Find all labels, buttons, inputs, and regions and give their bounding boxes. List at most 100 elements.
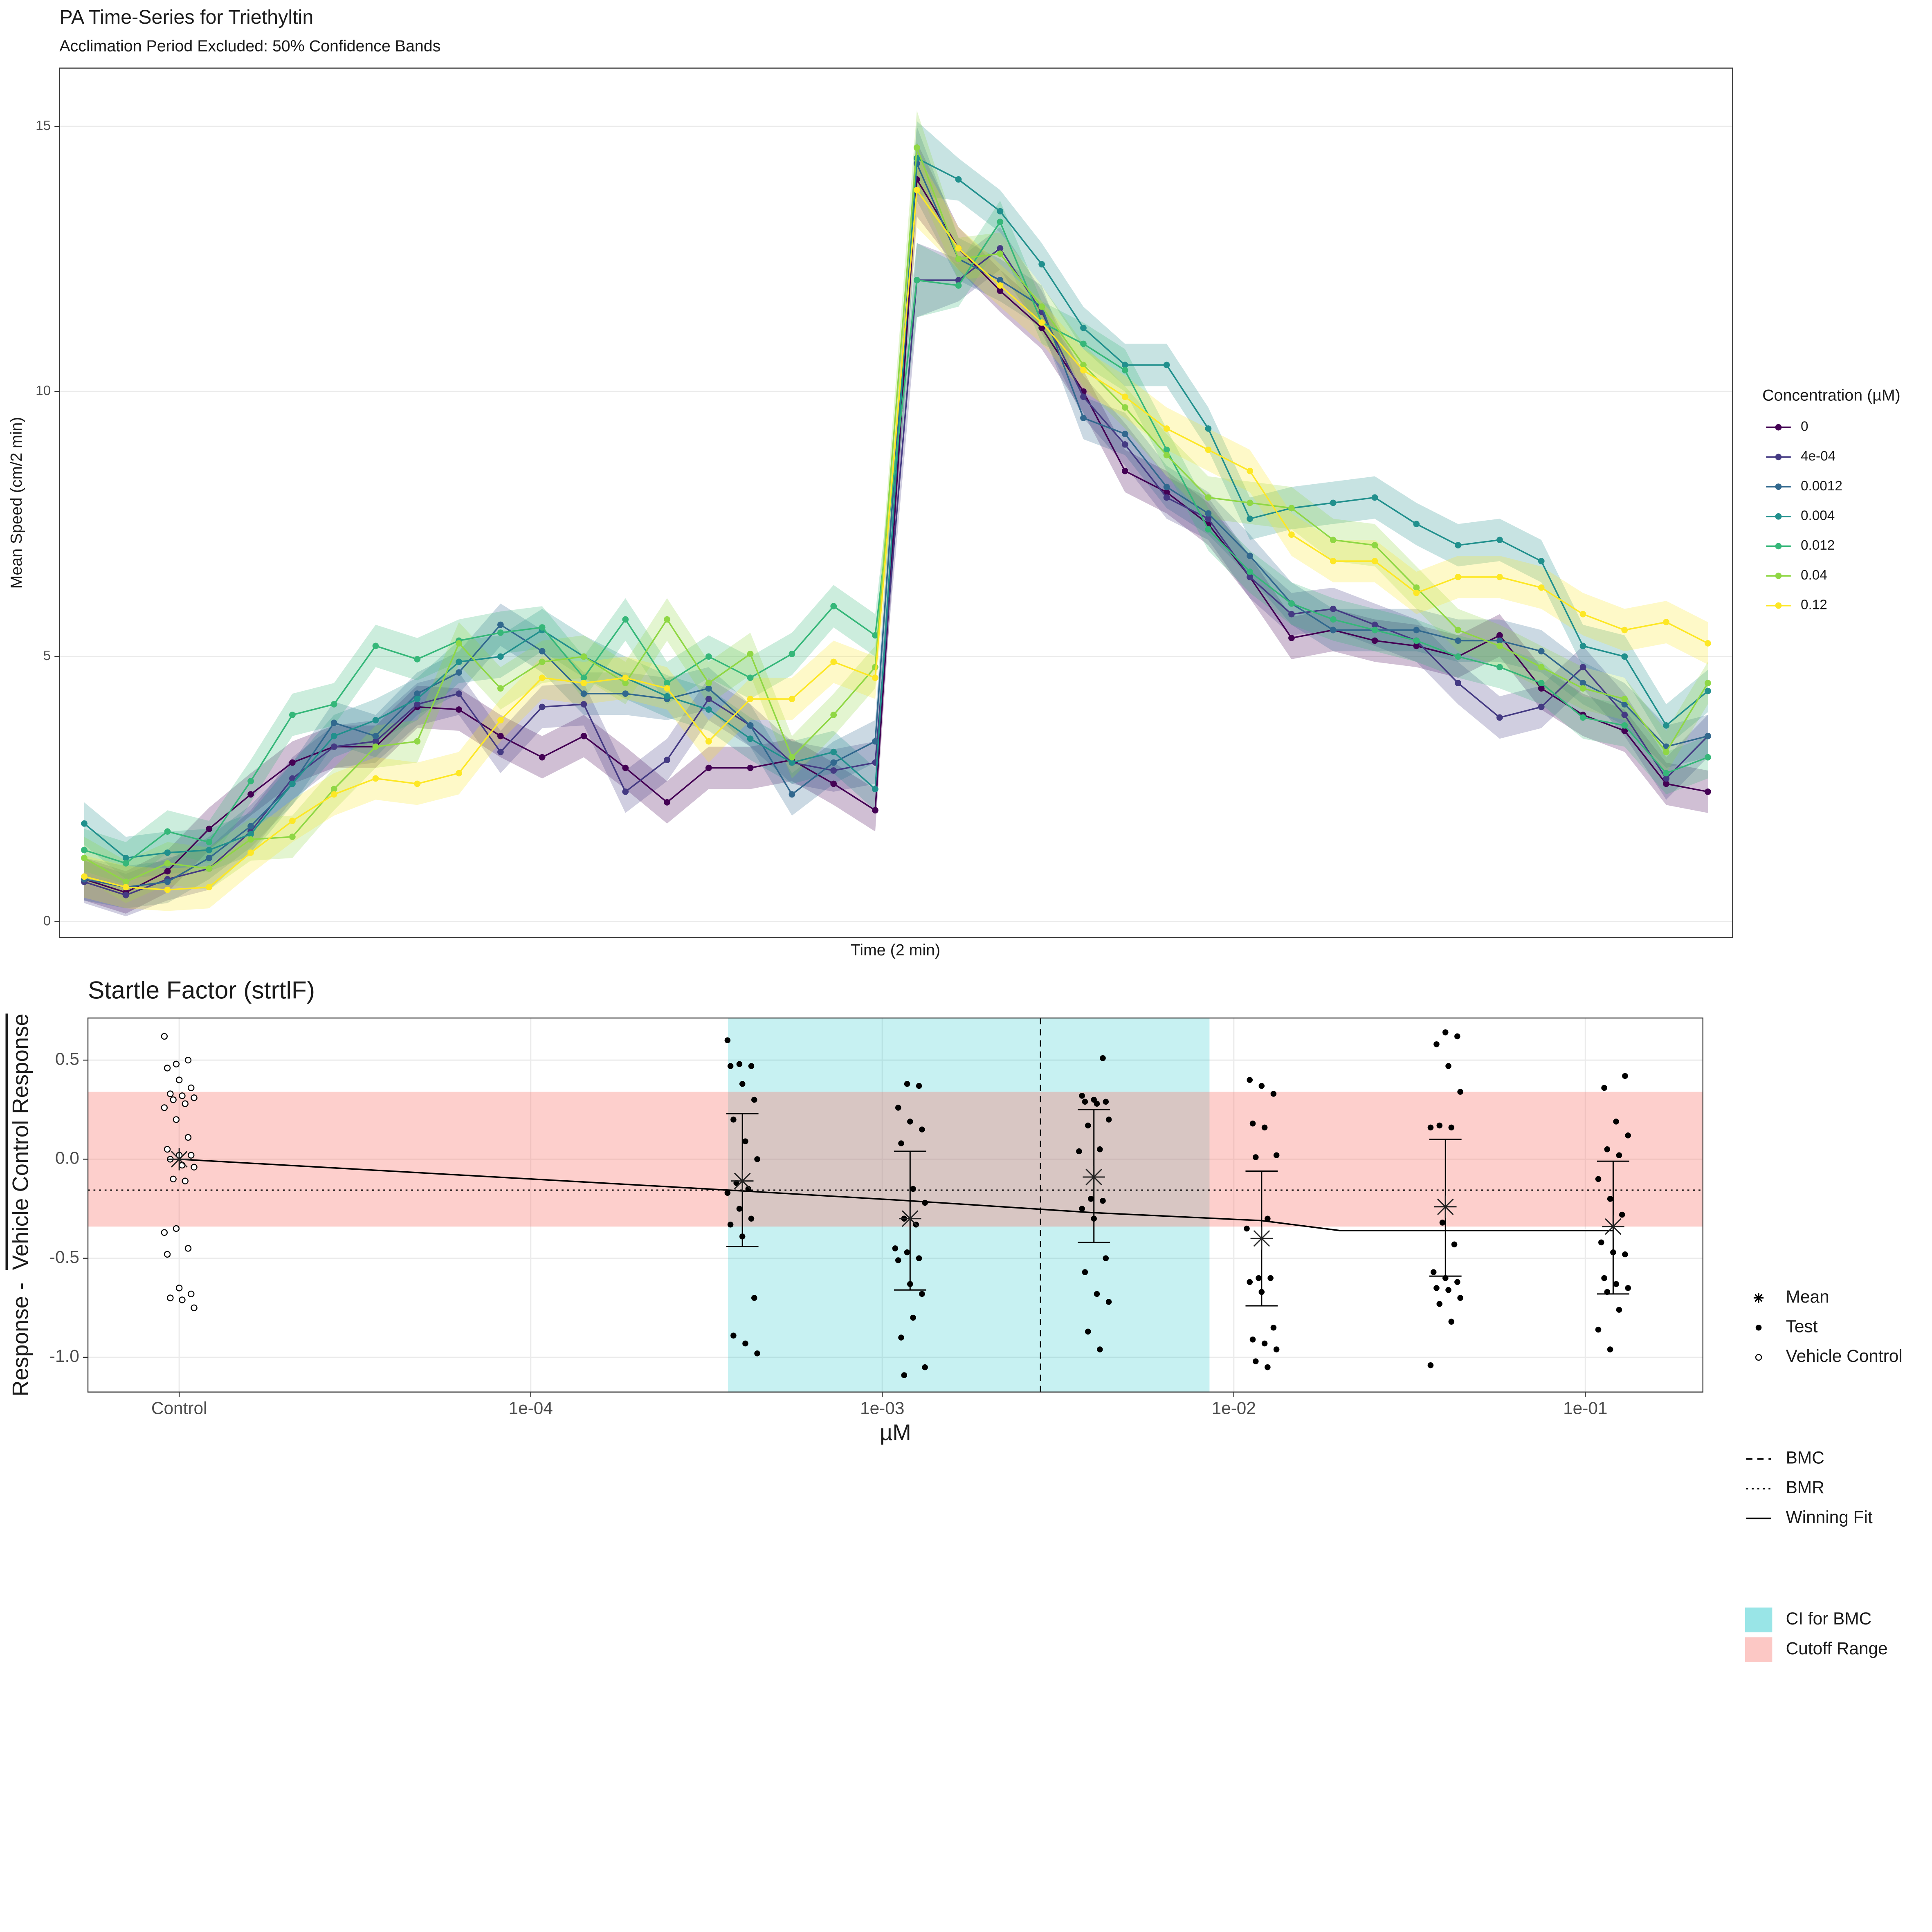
y-tick-label: 15 (36, 118, 51, 133)
mean-marker (1434, 1195, 1457, 1218)
test-point (904, 1081, 910, 1087)
legend-marker (1775, 543, 1782, 550)
data-point (1330, 499, 1337, 506)
data-point (289, 712, 296, 718)
legend-label: 0.004 (1801, 508, 1835, 523)
data-point (622, 764, 629, 771)
legend-star (1755, 1294, 1763, 1302)
test-point (754, 1156, 760, 1162)
test-point (745, 1186, 751, 1192)
vehicle-control-point (161, 1104, 168, 1111)
data-point (247, 823, 254, 830)
data-point (330, 719, 337, 726)
test-point (1270, 1324, 1277, 1331)
data-point (1080, 415, 1087, 421)
test-point (1439, 1220, 1446, 1226)
test-point (916, 1083, 922, 1089)
data-point (1121, 441, 1128, 448)
data-point (456, 669, 462, 676)
data-point (789, 759, 795, 766)
test-point (1105, 1298, 1112, 1305)
test-point (1601, 1275, 1607, 1281)
data-point (1496, 574, 1503, 580)
test-point (922, 1200, 928, 1206)
data-point (1579, 643, 1586, 649)
legend-label: Winning Fit (1786, 1507, 1873, 1527)
data-point (164, 878, 171, 885)
test-point (1273, 1152, 1280, 1158)
data-point (372, 732, 379, 739)
series-line (84, 188, 1708, 891)
data-point (1080, 362, 1087, 368)
data-point (1705, 754, 1711, 761)
data-point (705, 685, 712, 692)
vehicle-control-point (191, 1164, 198, 1170)
data-point (372, 738, 379, 745)
data-point (164, 860, 171, 867)
data-point (997, 208, 1004, 215)
data-point (830, 748, 837, 755)
data-point (164, 849, 171, 856)
data-point (1121, 467, 1128, 474)
test-point (1105, 1117, 1112, 1123)
data-point (122, 884, 129, 891)
data-point (1288, 531, 1295, 538)
x-axis-label: µM (880, 1420, 911, 1445)
mean-marker (1083, 1166, 1105, 1188)
data-point (1330, 627, 1337, 634)
test-point (1094, 1291, 1100, 1297)
data-point (1579, 714, 1586, 721)
test-point (1445, 1287, 1451, 1293)
test-point (1613, 1119, 1619, 1125)
data-point (1538, 558, 1545, 564)
test-point (1249, 1337, 1256, 1343)
data-point (1538, 648, 1545, 655)
test-point (1448, 1319, 1455, 1325)
data-point (705, 706, 712, 713)
test-point (727, 1222, 734, 1228)
test-point (751, 1295, 757, 1301)
data-point (1413, 521, 1420, 528)
data-point (955, 245, 962, 252)
chart-title: PA Time-Series for Triethyltin (59, 6, 313, 28)
vehicle-control-point (164, 1251, 171, 1258)
data-point (664, 685, 670, 692)
data-point (622, 680, 629, 687)
legend-label: Test (1786, 1316, 1818, 1336)
test-point (1103, 1255, 1109, 1261)
data-point (372, 775, 379, 782)
test-point (901, 1372, 908, 1378)
legend-label: 0.012 (1801, 538, 1835, 553)
test-point (730, 1117, 737, 1123)
test-point (1094, 1101, 1100, 1107)
cutoff-range (88, 1092, 1703, 1227)
test-point (1265, 1364, 1271, 1370)
data-point (1621, 627, 1628, 634)
data-point (1205, 494, 1212, 501)
data-point (1205, 446, 1212, 453)
test-point (1595, 1326, 1602, 1333)
test-point (1427, 1124, 1434, 1131)
vehicle-control-point (182, 1177, 189, 1184)
mean-marker (731, 1170, 754, 1192)
data-point (539, 674, 546, 681)
test-point (916, 1255, 922, 1261)
data-point (830, 780, 837, 787)
test-point (1607, 1196, 1613, 1202)
data-point (289, 833, 296, 840)
data-point (1455, 653, 1462, 660)
data-point (539, 648, 546, 655)
data-point (1121, 431, 1128, 437)
data-point (1205, 425, 1212, 432)
test-point (724, 1190, 731, 1196)
data-point (830, 658, 837, 665)
plot-frame (87, 1017, 1703, 1393)
data-point (872, 738, 878, 745)
data-point (997, 288, 1004, 294)
vehicle-control-point (161, 1033, 168, 1040)
data-point (497, 621, 504, 628)
data-point (1413, 643, 1420, 649)
test-point (1082, 1269, 1088, 1275)
data-point (1621, 727, 1628, 734)
data-point (705, 653, 712, 660)
